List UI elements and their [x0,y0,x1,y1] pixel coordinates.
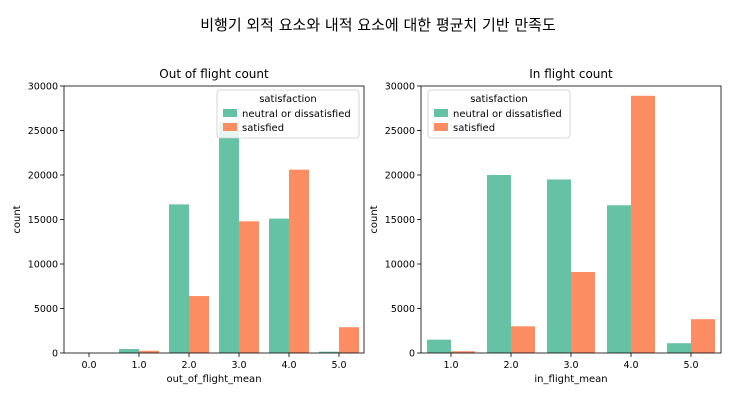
bar-satisfied-2.0 [189,296,209,353]
legend-label: neutral or dissatisfied [453,109,562,120]
bar-neutral-3.0 [547,179,571,353]
legend-swatch-neutral [434,109,448,117]
x-axis-label: out_of_flight_mean [166,374,261,385]
x-tick-label: 1.0 [131,360,146,371]
chart-panel-1: 0 5000 10000 15000 20000 25000 30000 0.0 1.0 2.0 3… [12,67,365,385]
bar-satisfied-3.0 [571,272,595,353]
y-tick-label: 20000 [28,171,58,182]
legend-label: satisfied [453,123,495,134]
chart-title: Out of flight count [159,67,269,81]
y-tick-label: 15000 [28,215,58,226]
legend-label: neutral or dissatisfied [242,109,351,120]
x-tick-label: 2.0 [503,360,518,371]
figure-suptitle: 비행기 외적 요소와 내적 요소에 대한 평균치 기반 만족도 [200,16,556,34]
x-tick-label: 1.0 [443,360,458,371]
legend-title: satisfaction [470,94,528,105]
bar-neutral-5.0 [319,351,339,353]
legend: satisfaction neutral or dissatisfied satis… [216,89,360,139]
bar-neutral-3.0 [219,121,239,353]
x-tick-label: 4.0 [281,360,296,371]
legend-box [427,89,571,139]
legend-swatch-satisfied [223,123,237,131]
x-tick-label: 5.0 [683,360,698,371]
legend-swatch-neutral [223,109,237,117]
y-tick-label: 25000 [28,126,58,137]
legend-swatch-satisfied [434,123,448,131]
bar-satisfied-2.0 [511,326,535,353]
bar-neutral-1.0 [427,339,451,353]
legend-label: satisfied [242,123,284,134]
legend: satisfaction neutral or dissatisfied satis… [427,89,571,139]
bar-neutral-2.0 [169,204,189,353]
x-tick-label: 4.0 [623,360,638,371]
x-tick-label: 2.0 [181,360,196,371]
bar-satisfied-5.0 [691,319,715,353]
y-axis-label: count [369,205,380,233]
y-tick-label: 30000 [385,82,415,93]
bar-satisfied-4.0 [289,169,309,353]
bar-satisfied-3.0 [239,221,259,353]
y-axis-label: count [12,205,23,233]
y-tick-label: 10000 [28,260,58,271]
chart-title: In flight count [529,67,613,81]
x-tick-label: 3.0 [563,360,578,371]
y-tick-label: 15000 [385,215,415,226]
y-tick-label: 20000 [385,171,415,182]
bar-satisfied-4.0 [631,95,655,353]
y-tick-label: 5000 [391,304,415,315]
y-tick-label: 30000 [28,82,58,93]
x-tick-label: 0.0 [81,360,96,371]
chart-panel-2: 0 5000 10000 15000 20000 25000 30000 1.0 2.0 3.0 4… [369,67,722,385]
bar-neutral-4.0 [269,218,289,353]
bar-satisfied-5.0 [339,327,359,353]
bar-satisfied-1.0 [139,350,159,353]
bar-neutral-4.0 [607,205,631,353]
x-axis-label: in_flight_mean [534,374,607,385]
y-tick-label: 0 [52,349,58,360]
y-tick-label: 5000 [34,304,58,315]
y-tick-label: 0 [409,349,415,360]
legend-title: satisfaction [259,94,317,105]
x-tick-label: 5.0 [331,360,346,371]
y-tick-label: 10000 [385,260,415,271]
bar-satisfied-1.0 [451,351,475,353]
x-tick-label: 3.0 [231,360,246,371]
legend-box [216,89,360,139]
bar-neutral-1.0 [119,348,139,353]
y-tick-label: 25000 [385,126,415,137]
bar-neutral-2.0 [487,175,511,353]
bar-neutral-5.0 [667,343,691,353]
